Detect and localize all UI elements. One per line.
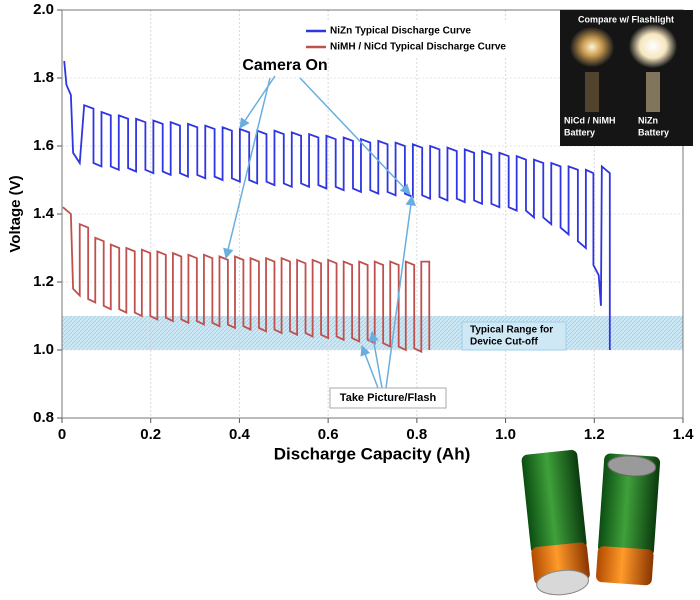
legend-label: NiMH / NiCd Typical Discharge Curve bbox=[330, 42, 506, 53]
legend-label: NiZn Typical Discharge Curve bbox=[330, 26, 471, 37]
x-axis-label: Discharge Capacity (Ah) bbox=[274, 444, 471, 463]
arrow bbox=[385, 194, 416, 389]
y-tick-label: 2.0 bbox=[33, 1, 54, 18]
inset-title: Compare w/ Flashlight bbox=[578, 14, 674, 24]
annotation-box bbox=[329, 387, 447, 409]
arrow bbox=[368, 330, 383, 389]
x-tick-label: 1.2 bbox=[584, 426, 605, 443]
x-tick-label: 0.4 bbox=[229, 426, 251, 443]
y-tick-label: 1.2 bbox=[33, 273, 54, 290]
x-tick-label: 1.4 bbox=[673, 426, 695, 443]
legend: NiZn Typical Discharge Curve NiMH / NiCd … bbox=[300, 22, 538, 58]
legend-box bbox=[300, 22, 538, 58]
x-tick-label: 1.0 bbox=[495, 426, 516, 443]
y-tick-label: 1.8 bbox=[33, 69, 54, 86]
y-tick-label: 1.4 bbox=[33, 205, 55, 222]
y-tick-label: 1.6 bbox=[33, 137, 54, 154]
glow bbox=[570, 27, 614, 67]
y-tick-label: 0.8 bbox=[33, 409, 54, 426]
inset-label: NiZn bbox=[638, 115, 658, 125]
annotation-text: Take Picture/Flash bbox=[340, 392, 437, 404]
y-axis-label: Voltage (V) bbox=[7, 175, 24, 252]
battery-terminal bbox=[607, 455, 657, 477]
arrow bbox=[223, 77, 271, 260]
inset-photo: Compare w/ Flashlight NiCd / NiMH Batter… bbox=[560, 10, 693, 146]
x-tick-label: 0.2 bbox=[140, 426, 161, 443]
y-tick-label: 1.0 bbox=[33, 341, 54, 358]
reflection bbox=[585, 72, 599, 112]
battery-body bbox=[598, 453, 661, 557]
battery-body bbox=[521, 449, 587, 555]
arrow bbox=[299, 77, 411, 195]
x-tick-label: 0 bbox=[58, 426, 66, 443]
battery-photo bbox=[521, 449, 661, 596]
band-label: Device Cut-off bbox=[470, 337, 538, 348]
reflection bbox=[646, 72, 660, 112]
x-tick-label: 0.6 bbox=[318, 426, 339, 443]
inset-label: Battery bbox=[638, 127, 669, 137]
band-label: Typical Range for bbox=[470, 325, 553, 336]
plot-frame bbox=[61, 9, 684, 419]
battery-terminal bbox=[536, 569, 589, 596]
annotation-text: Camera On bbox=[242, 57, 327, 74]
battery-end bbox=[596, 546, 654, 586]
arrow bbox=[360, 345, 379, 389]
x-tick-label: 0.8 bbox=[406, 426, 427, 443]
arrow bbox=[239, 75, 276, 129]
series-line bbox=[63, 60, 611, 350]
annotation-flash: Take Picture/Flash bbox=[329, 194, 447, 409]
inset-label: NiCd / NiMH bbox=[564, 115, 616, 125]
band-label-box bbox=[461, 321, 567, 351]
inset-label: Battery bbox=[564, 127, 595, 137]
glow bbox=[629, 24, 677, 68]
annotation-camera: Camera On bbox=[223, 57, 411, 260]
